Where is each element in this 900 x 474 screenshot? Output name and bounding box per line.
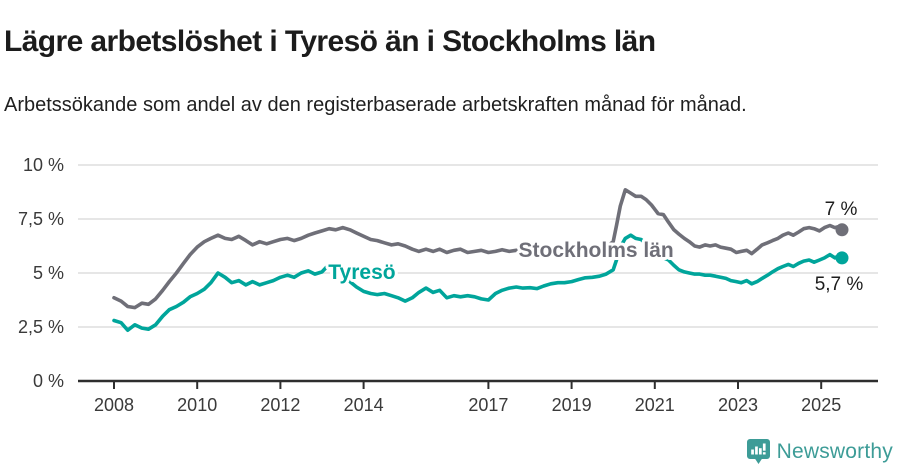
- x-tick-label: 2012: [260, 395, 300, 415]
- brand-name: Newsworthy: [776, 440, 893, 463]
- y-tick-label: 0 %: [33, 371, 64, 391]
- x-tick-label: 2017: [468, 395, 508, 415]
- chart-title: Lägre arbetslöshet i Tyresö än i Stockho…: [4, 25, 656, 59]
- y-tick-label: 7,5 %: [18, 209, 64, 229]
- y-tick-label: 10 %: [23, 155, 64, 175]
- chart-canvas: 2008 2010 2012 2014 2017 2019 2021 2023 2025 0 % 2…: [18, 155, 878, 415]
- x-tick-label: 2019: [552, 395, 592, 415]
- y-tick-label: 2,5 %: [18, 317, 64, 337]
- series-end-dot-stockholms-l-n: [835, 223, 849, 237]
- x-tick-label: 2014: [344, 395, 384, 415]
- series-end-label-tyres: 5,7 %: [815, 274, 864, 295]
- series-line-stockholms-l-n: [112, 187, 844, 310]
- y-tick-label: 5 %: [33, 263, 64, 283]
- series-end-dot-tyres: [835, 251, 849, 265]
- newsworthy-logo: Newsworthy: [746, 438, 893, 466]
- x-tick-label: 2025: [801, 395, 841, 415]
- x-tick-label: 2010: [177, 395, 217, 415]
- x-tick-label: 2023: [718, 395, 758, 415]
- newsworthy-bubble-chart-icon: [746, 439, 770, 464]
- series-label-stockholms-l-n: Stockholms län: [519, 239, 674, 262]
- series-line-tyres: [112, 233, 844, 332]
- x-tick-label: 2021: [635, 395, 675, 415]
- chart-subtitle: Arbetssökande som andel av den registerb…: [4, 94, 747, 116]
- x-tick-label: 2008: [94, 395, 134, 415]
- series-label-tyres: Tyresö: [328, 261, 395, 284]
- series-end-label-stockholms-l-n: 7 %: [825, 199, 858, 220]
